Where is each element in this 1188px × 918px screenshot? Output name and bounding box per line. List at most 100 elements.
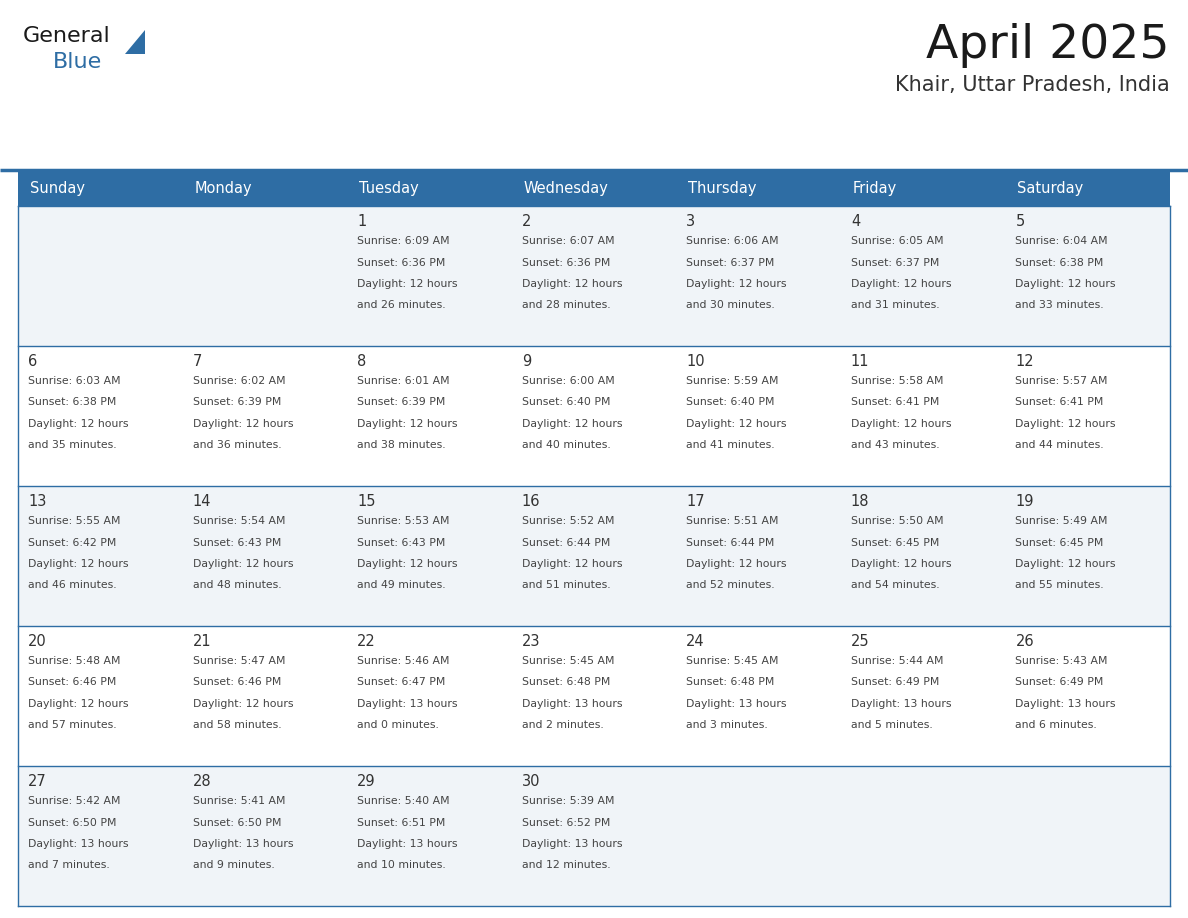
- Text: Sunrise: 5:53 AM: Sunrise: 5:53 AM: [358, 516, 449, 526]
- Text: Daylight: 13 hours: Daylight: 13 hours: [358, 699, 457, 709]
- Text: Sunrise: 5:39 AM: Sunrise: 5:39 AM: [522, 796, 614, 806]
- Text: and 58 minutes.: and 58 minutes.: [192, 721, 282, 731]
- Text: 27: 27: [29, 774, 46, 789]
- Text: and 38 minutes.: and 38 minutes.: [358, 441, 446, 451]
- Text: Sunrise: 5:51 AM: Sunrise: 5:51 AM: [687, 516, 779, 526]
- Text: and 7 minutes.: and 7 minutes.: [29, 860, 109, 870]
- Bar: [676, 170, 841, 206]
- Text: Sunrise: 5:42 AM: Sunrise: 5:42 AM: [29, 796, 120, 806]
- Text: and 35 minutes.: and 35 minutes.: [29, 441, 116, 451]
- Text: and 30 minutes.: and 30 minutes.: [687, 300, 775, 310]
- Text: Daylight: 13 hours: Daylight: 13 hours: [522, 699, 623, 709]
- Text: and 12 minutes.: and 12 minutes.: [522, 860, 611, 870]
- Text: and 54 minutes.: and 54 minutes.: [851, 580, 940, 590]
- Text: and 33 minutes.: and 33 minutes.: [1016, 300, 1104, 310]
- Bar: [841, 170, 1005, 206]
- Text: Daylight: 12 hours: Daylight: 12 hours: [192, 699, 293, 709]
- Text: 28: 28: [192, 774, 211, 789]
- Text: Blue: Blue: [53, 52, 102, 72]
- Text: Sunset: 6:44 PM: Sunset: 6:44 PM: [522, 538, 611, 547]
- Text: Sunrise: 6:03 AM: Sunrise: 6:03 AM: [29, 376, 121, 386]
- Text: and 51 minutes.: and 51 minutes.: [522, 580, 611, 590]
- Bar: [183, 170, 347, 206]
- Text: Sunset: 6:43 PM: Sunset: 6:43 PM: [358, 538, 446, 547]
- Text: Sunset: 6:37 PM: Sunset: 6:37 PM: [851, 258, 940, 267]
- Text: Sunset: 6:50 PM: Sunset: 6:50 PM: [29, 818, 116, 827]
- Text: 22: 22: [358, 634, 375, 649]
- Text: Sunset: 6:38 PM: Sunset: 6:38 PM: [1016, 258, 1104, 267]
- Text: Sunset: 6:39 PM: Sunset: 6:39 PM: [358, 397, 446, 408]
- Text: Sunset: 6:41 PM: Sunset: 6:41 PM: [851, 397, 940, 408]
- Text: Sunset: 6:45 PM: Sunset: 6:45 PM: [1016, 538, 1104, 547]
- Bar: [18, 626, 1170, 766]
- Bar: [18, 486, 1170, 626]
- Text: Sunrise: 5:45 AM: Sunrise: 5:45 AM: [522, 656, 614, 666]
- Text: Khair, Uttar Pradesh, India: Khair, Uttar Pradesh, India: [896, 75, 1170, 95]
- Text: Sunrise: 5:54 AM: Sunrise: 5:54 AM: [192, 516, 285, 526]
- Text: 20: 20: [29, 634, 46, 649]
- Text: Daylight: 12 hours: Daylight: 12 hours: [29, 559, 128, 569]
- Text: Sunset: 6:38 PM: Sunset: 6:38 PM: [29, 397, 116, 408]
- Polygon shape: [125, 30, 145, 54]
- Text: Sunset: 6:52 PM: Sunset: 6:52 PM: [522, 818, 611, 827]
- Text: 5: 5: [1016, 214, 1025, 229]
- Text: and 28 minutes.: and 28 minutes.: [522, 300, 611, 310]
- Text: Sunrise: 6:02 AM: Sunrise: 6:02 AM: [192, 376, 285, 386]
- Text: Sunset: 6:42 PM: Sunset: 6:42 PM: [29, 538, 116, 547]
- Text: Daylight: 13 hours: Daylight: 13 hours: [29, 839, 128, 849]
- Text: and 36 minutes.: and 36 minutes.: [192, 441, 282, 451]
- Text: Daylight: 13 hours: Daylight: 13 hours: [358, 839, 457, 849]
- Text: Sunset: 6:36 PM: Sunset: 6:36 PM: [522, 258, 611, 267]
- Text: and 31 minutes.: and 31 minutes.: [851, 300, 940, 310]
- Text: 8: 8: [358, 354, 366, 369]
- Text: Sunrise: 5:50 AM: Sunrise: 5:50 AM: [851, 516, 943, 526]
- Text: Sunset: 6:51 PM: Sunset: 6:51 PM: [358, 818, 446, 827]
- Text: Daylight: 12 hours: Daylight: 12 hours: [522, 279, 623, 289]
- Text: 16: 16: [522, 494, 541, 509]
- Text: 14: 14: [192, 494, 211, 509]
- Text: Daylight: 12 hours: Daylight: 12 hours: [29, 419, 128, 429]
- Text: 1: 1: [358, 214, 366, 229]
- Text: Sunset: 6:45 PM: Sunset: 6:45 PM: [851, 538, 940, 547]
- Text: and 48 minutes.: and 48 minutes.: [192, 580, 282, 590]
- Text: 30: 30: [522, 774, 541, 789]
- Text: 26: 26: [1016, 634, 1034, 649]
- Text: Friday: Friday: [853, 181, 897, 196]
- Text: Daylight: 13 hours: Daylight: 13 hours: [192, 839, 293, 849]
- Text: 10: 10: [687, 354, 704, 369]
- Text: and 9 minutes.: and 9 minutes.: [192, 860, 274, 870]
- Text: Daylight: 13 hours: Daylight: 13 hours: [522, 839, 623, 849]
- Text: Daylight: 12 hours: Daylight: 12 hours: [687, 419, 786, 429]
- Text: Sunrise: 5:58 AM: Sunrise: 5:58 AM: [851, 376, 943, 386]
- Text: Daylight: 13 hours: Daylight: 13 hours: [851, 699, 952, 709]
- Text: and 0 minutes.: and 0 minutes.: [358, 721, 440, 731]
- Bar: [18, 346, 1170, 486]
- Text: Daylight: 13 hours: Daylight: 13 hours: [687, 699, 786, 709]
- Text: Daylight: 12 hours: Daylight: 12 hours: [29, 699, 128, 709]
- Text: and 41 minutes.: and 41 minutes.: [687, 441, 775, 451]
- Text: 4: 4: [851, 214, 860, 229]
- Text: Sunset: 6:39 PM: Sunset: 6:39 PM: [192, 397, 280, 408]
- Text: Sunset: 6:49 PM: Sunset: 6:49 PM: [1016, 677, 1104, 688]
- Text: Sunset: 6:36 PM: Sunset: 6:36 PM: [358, 258, 446, 267]
- Text: Sunset: 6:46 PM: Sunset: 6:46 PM: [29, 677, 116, 688]
- Text: and 44 minutes.: and 44 minutes.: [1016, 441, 1104, 451]
- Text: Sunrise: 6:06 AM: Sunrise: 6:06 AM: [687, 236, 779, 246]
- Bar: [512, 170, 676, 206]
- Text: Sunset: 6:46 PM: Sunset: 6:46 PM: [192, 677, 280, 688]
- Text: Sunrise: 6:07 AM: Sunrise: 6:07 AM: [522, 236, 614, 246]
- Text: Sunrise: 5:55 AM: Sunrise: 5:55 AM: [29, 516, 120, 526]
- Text: Daylight: 12 hours: Daylight: 12 hours: [192, 419, 293, 429]
- Text: Saturday: Saturday: [1017, 181, 1083, 196]
- Text: Sunset: 6:50 PM: Sunset: 6:50 PM: [192, 818, 282, 827]
- Text: Daylight: 12 hours: Daylight: 12 hours: [851, 279, 952, 289]
- Bar: [1005, 170, 1170, 206]
- Text: Sunset: 6:44 PM: Sunset: 6:44 PM: [687, 538, 775, 547]
- Text: Daylight: 12 hours: Daylight: 12 hours: [358, 559, 457, 569]
- Bar: [347, 170, 512, 206]
- Text: Sunrise: 6:05 AM: Sunrise: 6:05 AM: [851, 236, 943, 246]
- Text: Sunrise: 5:59 AM: Sunrise: 5:59 AM: [687, 376, 779, 386]
- Text: Tuesday: Tuesday: [359, 181, 419, 196]
- Text: Sunrise: 5:45 AM: Sunrise: 5:45 AM: [687, 656, 779, 666]
- Text: and 2 minutes.: and 2 minutes.: [522, 721, 604, 731]
